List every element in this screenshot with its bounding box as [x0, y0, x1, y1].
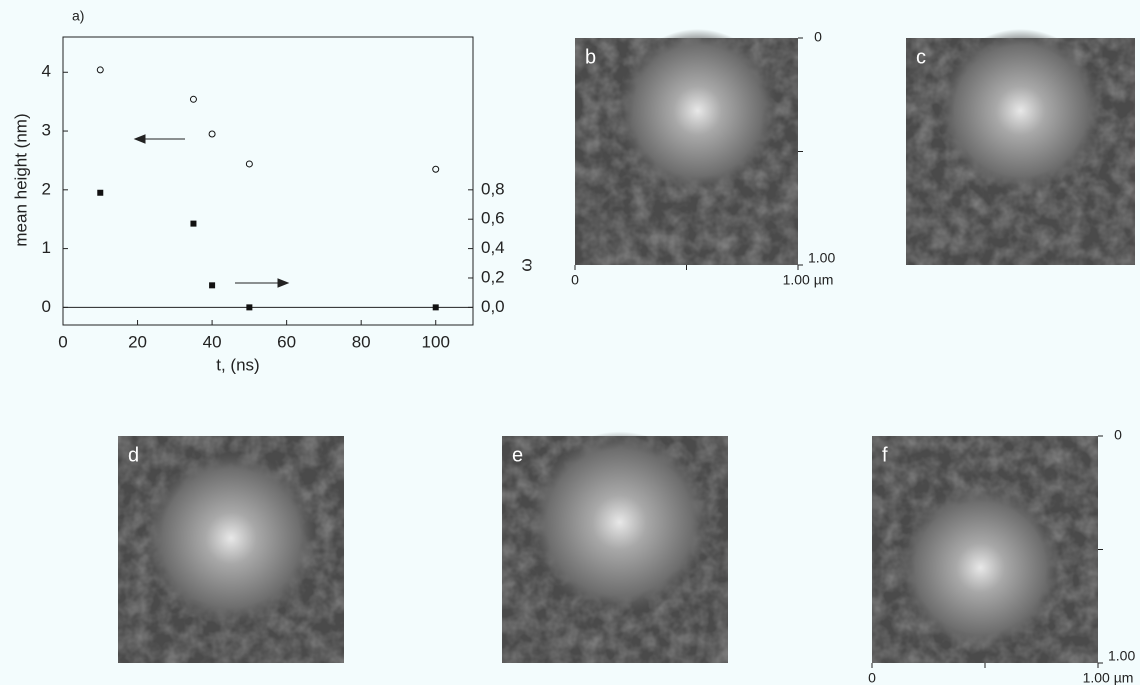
point: [189, 95, 197, 103]
panel-label: f: [882, 444, 888, 466]
point: [209, 282, 216, 289]
scale-label: 0: [814, 29, 822, 45]
scale-label: 0: [571, 272, 579, 288]
scale-label: 1.00 µm: [783, 272, 834, 288]
panel-label: c: [916, 46, 926, 68]
point: [208, 130, 216, 138]
image-feature: [529, 431, 710, 614]
y-tick-label: 0: [42, 297, 51, 316]
scale-label: 1.00: [1108, 648, 1135, 664]
scale-label: 0: [1114, 427, 1122, 443]
scale-label: 1.00 µm: [1083, 670, 1134, 685]
y2-tick-label: 0,0: [481, 297, 505, 316]
point: [246, 304, 253, 311]
point: [245, 160, 253, 168]
plot-frame: [62, 36, 474, 326]
y2-tick-label: 0,6: [481, 209, 505, 228]
y-tick-label: 4: [42, 62, 51, 81]
x-tick-label: 100: [422, 332, 450, 351]
x-tick-label: 60: [277, 332, 296, 351]
y-axis-label: mean height (nm): [11, 113, 30, 246]
afm-image: [575, 28, 798, 265]
point: [432, 165, 440, 173]
point: [96, 66, 104, 74]
image-feature: [899, 485, 1062, 650]
x-tick-label: 20: [128, 332, 147, 351]
panel-label: d: [128, 444, 139, 466]
x-tick-label: 40: [203, 332, 222, 351]
panel-label: b: [585, 46, 596, 68]
scale-label: 1.00: [808, 250, 835, 266]
afm-image: [872, 436, 1098, 663]
image-feature: [617, 28, 778, 193]
afm-image: [502, 431, 728, 663]
y-tick-label: 1: [42, 238, 51, 257]
image-feature: [145, 451, 317, 625]
y2-tick-label: 0,4: [481, 238, 505, 257]
y-tick-label: 3: [42, 121, 51, 140]
arrows: [133, 134, 290, 288]
y2-tick-label: 0,8: [481, 179, 505, 198]
x-tick-label: 0: [58, 332, 67, 351]
x-tick-label: 80: [352, 332, 371, 351]
y2-axis-label: ω: [516, 258, 535, 271]
point: [97, 189, 104, 196]
x-axis-label: t, (ns): [216, 355, 259, 374]
scale-label: 0: [868, 670, 876, 685]
afm-image: [906, 28, 1135, 265]
panel-label: e: [512, 444, 523, 466]
afm-image: [118, 436, 344, 663]
y2-tick-label: 0,2: [481, 267, 505, 286]
image-feature: [938, 28, 1103, 193]
y-tick-label: 2: [42, 179, 51, 198]
point: [190, 220, 197, 227]
point: [432, 304, 439, 311]
panel-label: a): [72, 8, 84, 24]
